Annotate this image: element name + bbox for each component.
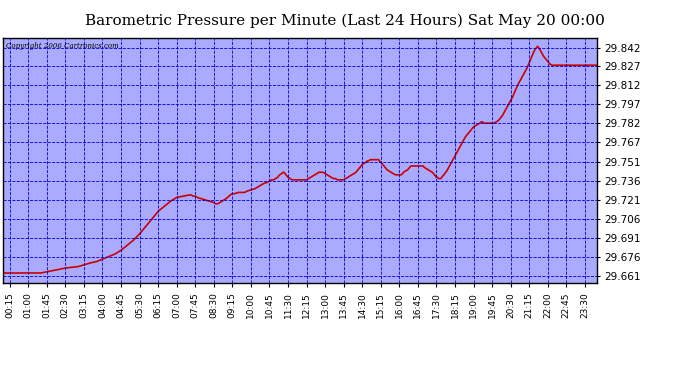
Text: Barometric Pressure per Minute (Last 24 Hours) Sat May 20 00:00: Barometric Pressure per Minute (Last 24 … [85,13,605,27]
Text: Copyright 2006 Cartronics.com: Copyright 2006 Cartronics.com [6,42,119,50]
